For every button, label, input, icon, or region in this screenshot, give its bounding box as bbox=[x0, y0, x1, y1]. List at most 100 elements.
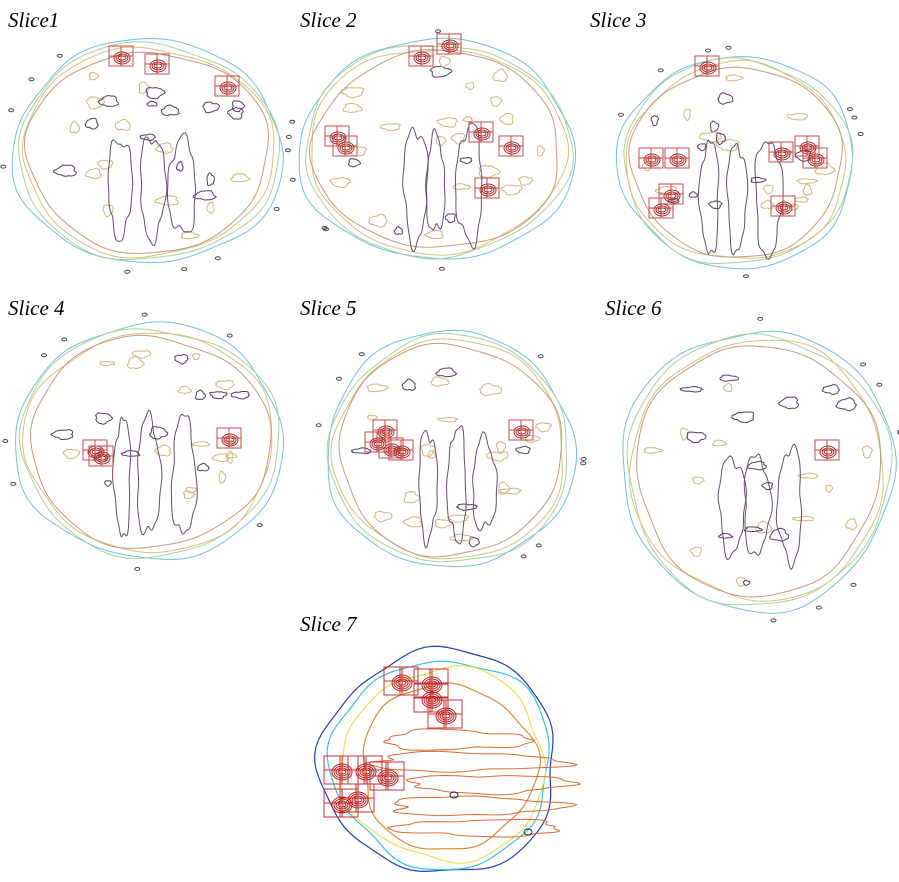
hotspot-ring bbox=[371, 439, 385, 449]
edge-dot bbox=[2, 439, 9, 444]
hotspot-ring bbox=[669, 153, 687, 167]
edge-dot bbox=[535, 543, 542, 548]
contour-blob bbox=[61, 448, 81, 460]
edge-dot bbox=[449, 791, 459, 799]
contour-blob bbox=[462, 116, 474, 123]
contour-blob bbox=[229, 173, 252, 183]
hotspot-ring bbox=[395, 678, 409, 688]
contour-strand bbox=[139, 136, 168, 246]
edge-dot bbox=[285, 134, 292, 139]
detection-box bbox=[385, 775, 405, 791]
contour-blob bbox=[722, 382, 733, 393]
edge-dot bbox=[438, 266, 445, 271]
detection-box bbox=[156, 63, 170, 75]
contour-blob bbox=[500, 184, 523, 196]
hotspot-ring bbox=[223, 85, 233, 91]
detection-box bbox=[676, 157, 690, 169]
contour-blob bbox=[88, 71, 100, 81]
contour-blob bbox=[452, 183, 471, 191]
hotspot-ring bbox=[437, 709, 455, 723]
contour-blob bbox=[368, 213, 388, 229]
contour-strand bbox=[386, 818, 560, 838]
hotspot-ring bbox=[225, 437, 235, 443]
contour-strand bbox=[472, 431, 498, 532]
contour-strand bbox=[717, 455, 747, 560]
contour-blob bbox=[742, 579, 751, 586]
hotspot-ring bbox=[473, 127, 491, 141]
panel-label: Slice 7 bbox=[300, 612, 357, 636]
hotspot-ring bbox=[657, 207, 667, 213]
contour-blob bbox=[84, 117, 100, 130]
hotspot-ring bbox=[647, 157, 657, 163]
hotspot-ring bbox=[333, 798, 351, 812]
contour-blob bbox=[795, 178, 819, 185]
detection-box bbox=[399, 680, 419, 696]
contour-blob bbox=[423, 230, 444, 240]
contour-blob bbox=[340, 87, 365, 99]
edge-dot bbox=[704, 48, 711, 53]
contour-blob bbox=[175, 160, 184, 172]
panel-label: Slice 4 bbox=[8, 296, 65, 320]
detection-box bbox=[427, 713, 447, 729]
detection-box bbox=[347, 769, 367, 785]
hotspot-ring bbox=[355, 763, 377, 781]
contour-blob bbox=[861, 445, 874, 459]
contour-strand bbox=[382, 728, 535, 751]
contour-blob bbox=[329, 177, 352, 189]
hotspot-ring bbox=[645, 155, 659, 165]
detection-box bbox=[323, 802, 343, 818]
hotspot-ring bbox=[671, 155, 685, 165]
edge-dot bbox=[851, 115, 858, 120]
contour-blob bbox=[347, 158, 361, 168]
contour-blob bbox=[793, 196, 810, 203]
contour-blob bbox=[707, 200, 723, 210]
contour-blob bbox=[84, 167, 102, 180]
panel-label: Slice 5 bbox=[300, 296, 357, 320]
contour-blob bbox=[485, 451, 510, 462]
contour-blob bbox=[717, 532, 734, 539]
edge-dot bbox=[273, 206, 280, 211]
hotspot-ring bbox=[643, 153, 661, 167]
contour-blob bbox=[435, 135, 447, 147]
hotspot-ring bbox=[115, 53, 129, 63]
contour-blob bbox=[194, 389, 206, 400]
hotspot-ring bbox=[333, 765, 351, 779]
hotspot-ring bbox=[219, 81, 237, 95]
contour-blob bbox=[85, 96, 105, 110]
hotspot-ring bbox=[337, 802, 347, 808]
contour-blob bbox=[835, 397, 857, 412]
contour-blob bbox=[401, 378, 417, 391]
contour-strand bbox=[743, 453, 773, 557]
contour-blob bbox=[373, 510, 393, 523]
contour-ring bbox=[23, 51, 270, 254]
contour-blob bbox=[714, 139, 740, 152]
contour-blob bbox=[153, 195, 179, 206]
contour-blob bbox=[114, 118, 132, 131]
hotspot-ring bbox=[503, 141, 521, 155]
panel-label: Slice1 bbox=[8, 8, 60, 32]
contour-blob bbox=[209, 391, 228, 400]
contour-blob bbox=[402, 516, 423, 528]
hotspot-ring bbox=[153, 63, 163, 69]
hotspot-ring bbox=[393, 445, 411, 459]
contour-blob bbox=[769, 527, 790, 542]
hotspot-ring bbox=[337, 141, 355, 155]
panel-label: Slice 6 bbox=[605, 296, 662, 320]
edge-dot bbox=[537, 354, 544, 359]
contour-strand bbox=[425, 127, 446, 231]
contour-blob bbox=[735, 576, 746, 587]
contour-blob bbox=[206, 201, 215, 215]
contour-ring bbox=[314, 645, 554, 873]
hotspot-ring bbox=[441, 713, 451, 719]
hotspot-ring bbox=[331, 763, 353, 781]
contour-blob bbox=[786, 112, 809, 121]
panel-label: Slice 2 bbox=[300, 8, 357, 32]
contour-blob bbox=[190, 441, 212, 447]
hotspot-ring bbox=[819, 445, 837, 459]
contour-blob bbox=[139, 133, 157, 142]
contour-blob bbox=[96, 159, 114, 170]
hotspot-ring bbox=[663, 189, 681, 203]
edge-dot bbox=[580, 461, 587, 466]
contour-blob bbox=[679, 385, 704, 393]
